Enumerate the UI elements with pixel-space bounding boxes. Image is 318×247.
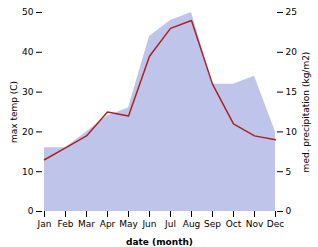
svg-text:10: 10: [22, 167, 34, 177]
svg-text:30: 30: [22, 87, 34, 97]
svg-text:15: 15: [286, 87, 297, 97]
svg-text:10: 10: [286, 127, 298, 137]
svg-text:Jul: Jul: [164, 219, 176, 229]
svg-text:Mar: Mar: [78, 219, 95, 229]
svg-text:Jun: Jun: [141, 219, 156, 229]
svg-text:Feb: Feb: [58, 219, 74, 229]
svg-text:20: 20: [286, 47, 298, 57]
svg-text:med. precipitation (kg/m2): med. precipitation (kg/m2): [301, 52, 311, 173]
svg-text:25: 25: [286, 7, 297, 17]
svg-text:Apr: Apr: [100, 219, 116, 229]
svg-text:50: 50: [22, 7, 34, 17]
svg-text:Oct: Oct: [226, 219, 242, 229]
svg-text:May: May: [119, 219, 138, 229]
svg-text:20: 20: [22, 127, 34, 137]
svg-text:0: 0: [28, 206, 34, 216]
svg-text:Dec: Dec: [267, 219, 284, 229]
svg-text:Jan: Jan: [37, 219, 52, 229]
svg-text:40: 40: [22, 47, 34, 57]
svg-text:max temp (C): max temp (C): [9, 81, 19, 143]
svg-text:date (month): date (month): [126, 237, 193, 247]
svg-text:Sep: Sep: [204, 219, 221, 229]
svg-text:Aug: Aug: [183, 219, 201, 229]
svg-text:0: 0: [286, 206, 292, 216]
svg-text:5: 5: [286, 167, 292, 177]
svg-text:Nov: Nov: [246, 219, 264, 229]
